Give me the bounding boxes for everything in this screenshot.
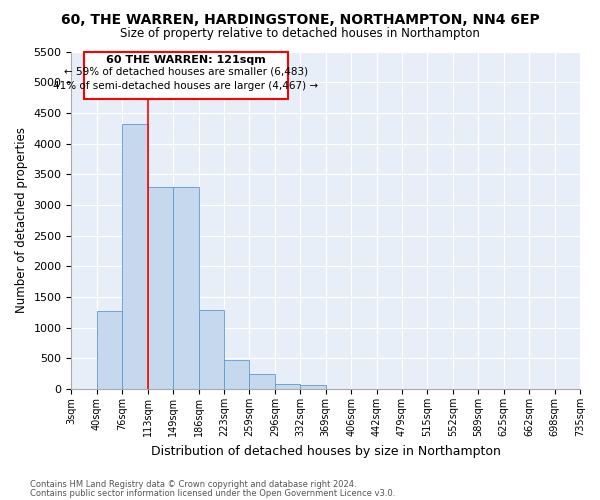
Bar	[122, 124, 148, 389]
Bar	[173, 186, 199, 389]
Bar	[84, 52, 287, 99]
Bar	[224, 360, 250, 389]
Bar	[275, 384, 300, 389]
Text: 60 THE WARREN: 121sqm: 60 THE WARREN: 121sqm	[106, 55, 266, 65]
Text: ← 59% of detached houses are smaller (6,483): ← 59% of detached houses are smaller (6,…	[64, 67, 308, 77]
Text: Contains HM Land Registry data © Crown copyright and database right 2024.: Contains HM Land Registry data © Crown c…	[30, 480, 356, 489]
Bar	[300, 386, 326, 389]
Text: Size of property relative to detached houses in Northampton: Size of property relative to detached ho…	[120, 28, 480, 40]
Bar	[97, 311, 122, 389]
Y-axis label: Number of detached properties: Number of detached properties	[15, 128, 28, 314]
Bar	[250, 374, 275, 389]
Text: 60, THE WARREN, HARDINGSTONE, NORTHAMPTON, NN4 6EP: 60, THE WARREN, HARDINGSTONE, NORTHAMPTO…	[61, 12, 539, 26]
Text: Contains public sector information licensed under the Open Government Licence v3: Contains public sector information licen…	[30, 488, 395, 498]
Text: 41% of semi-detached houses are larger (4,467) →: 41% of semi-detached houses are larger (…	[53, 81, 319, 91]
Bar	[148, 186, 173, 389]
X-axis label: Distribution of detached houses by size in Northampton: Distribution of detached houses by size …	[151, 444, 500, 458]
Bar	[199, 310, 224, 389]
